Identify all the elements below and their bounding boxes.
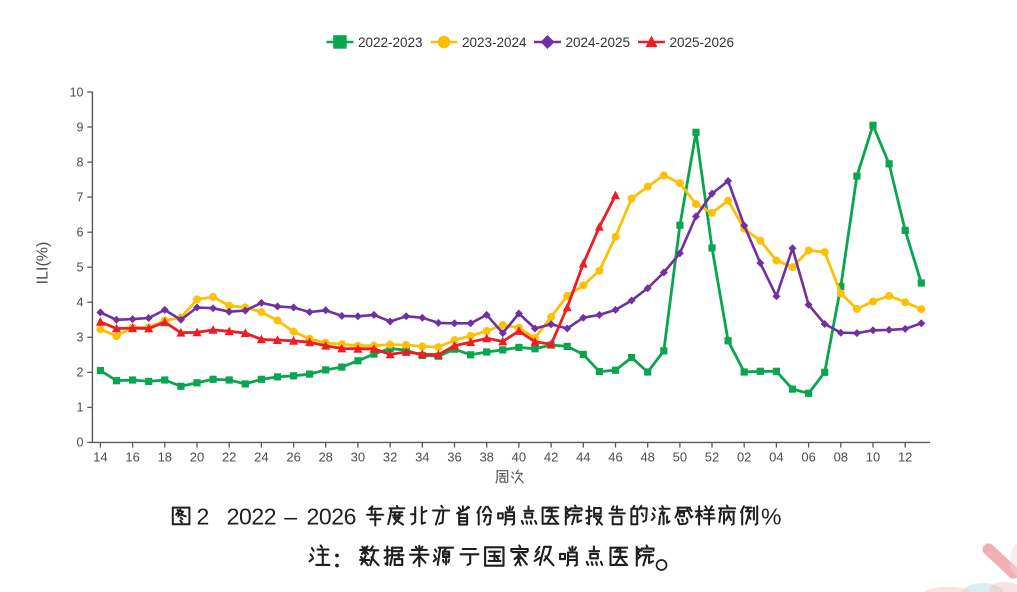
svg-text:22: 22 bbox=[222, 450, 236, 465]
svg-text:5: 5 bbox=[77, 261, 84, 275]
svg-text:2024-2025: 2024-2025 bbox=[566, 35, 631, 50]
svg-text:2026: 2026 bbox=[307, 503, 357, 529]
svg-text:10: 10 bbox=[866, 450, 880, 465]
svg-text:14: 14 bbox=[93, 450, 107, 465]
svg-text:7: 7 bbox=[77, 190, 84, 204]
svg-text:46: 46 bbox=[608, 450, 622, 465]
svg-text:44: 44 bbox=[576, 450, 590, 465]
svg-text:36: 36 bbox=[447, 450, 461, 465]
svg-text:2: 2 bbox=[197, 503, 210, 529]
svg-text:2: 2 bbox=[77, 366, 84, 380]
svg-text:9: 9 bbox=[77, 120, 84, 134]
svg-text:48: 48 bbox=[640, 450, 654, 465]
svg-text:12: 12 bbox=[898, 450, 912, 465]
svg-text:2022-2023: 2022-2023 bbox=[358, 35, 423, 50]
svg-text:06: 06 bbox=[801, 450, 815, 465]
svg-text:0: 0 bbox=[77, 436, 84, 450]
svg-text:4: 4 bbox=[77, 296, 84, 310]
svg-text:2025-2026: 2025-2026 bbox=[670, 35, 735, 50]
svg-text:3: 3 bbox=[77, 331, 84, 345]
svg-text:18: 18 bbox=[158, 450, 172, 465]
svg-text:6: 6 bbox=[77, 226, 84, 240]
svg-text:26: 26 bbox=[286, 450, 300, 465]
svg-text:34: 34 bbox=[415, 450, 429, 465]
svg-text:02: 02 bbox=[737, 450, 751, 465]
svg-text:24: 24 bbox=[254, 450, 268, 465]
svg-text:16: 16 bbox=[125, 450, 139, 465]
svg-text:50: 50 bbox=[673, 450, 687, 465]
svg-text:ILI(%): ILI(%) bbox=[35, 242, 52, 285]
svg-text:32: 32 bbox=[383, 450, 397, 465]
svg-text:20: 20 bbox=[190, 450, 204, 465]
svg-text:52: 52 bbox=[705, 450, 719, 465]
svg-text:–: – bbox=[284, 503, 297, 529]
svg-text:42: 42 bbox=[544, 450, 558, 465]
svg-text:40: 40 bbox=[512, 450, 526, 465]
svg-text:04: 04 bbox=[769, 450, 783, 465]
svg-text:08: 08 bbox=[834, 450, 848, 465]
svg-text:2022: 2022 bbox=[227, 503, 277, 529]
svg-text:8: 8 bbox=[77, 155, 84, 169]
svg-text:10: 10 bbox=[70, 85, 84, 99]
svg-text:1: 1 bbox=[77, 401, 84, 415]
svg-text:38: 38 bbox=[479, 450, 493, 465]
svg-text:28: 28 bbox=[318, 450, 332, 465]
svg-text:%: % bbox=[761, 503, 781, 529]
svg-text:2023-2024: 2023-2024 bbox=[462, 35, 527, 50]
svg-text:30: 30 bbox=[351, 450, 365, 465]
